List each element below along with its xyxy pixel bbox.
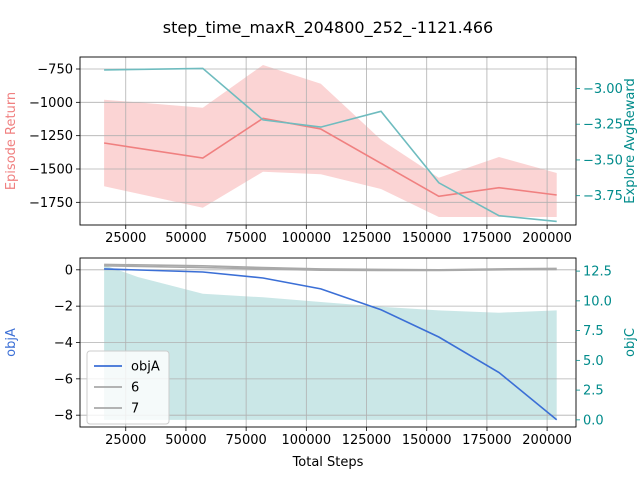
y-tick-label: −1000: [29, 96, 73, 111]
legend-label: 6: [131, 381, 139, 396]
y2-tick-label: 0.0: [583, 413, 604, 428]
y-axis-label: Episode Return: [4, 92, 19, 190]
y2-tick-label: 10.0: [583, 294, 612, 309]
y2-tick-label: −3.00: [583, 82, 623, 97]
x-tick-label: 200000: [522, 231, 572, 246]
y-tick-label: 0: [65, 263, 73, 278]
legend: objA 6 7: [86, 350, 170, 425]
y-axis-label: objA: [4, 328, 19, 357]
legend-label: 7: [131, 402, 139, 417]
series-7-line: [104, 265, 557, 272]
plot-frame: [79, 56, 577, 226]
y2-tick-label: −3.50: [583, 153, 623, 168]
x-tick-label: 25000: [105, 433, 146, 448]
x-tick-label: 75000: [225, 433, 266, 448]
y2-tick-label: 5.0: [583, 354, 604, 369]
y-tick-label: −6: [54, 372, 73, 387]
figure-title: step_time_maxR_204800_252_-1121.466: [163, 18, 493, 38]
y-tick-label: −1750: [29, 196, 73, 211]
legend-box: [86, 350, 170, 425]
series-obja-line: [104, 268, 558, 421]
legend-label: objA: [131, 360, 160, 375]
y2-tick-label: 7.5: [583, 324, 604, 339]
y-tick-label: −1500: [29, 163, 73, 178]
top-panel: 25000 50000 75000 100000 125000 150000 175000 2…: [4, 56, 638, 246]
episode-return-band: [104, 65, 557, 217]
x-tick-label: 75000: [225, 231, 266, 246]
y2-tick-label: −3.25: [583, 118, 623, 133]
x-tick-label: 150000: [402, 231, 452, 246]
y2-axis-label: Explore AvgReward: [623, 78, 638, 203]
x-tick-label: 100000: [282, 433, 332, 448]
y-tick-label: −2: [54, 300, 73, 315]
x-tick-label: 125000: [342, 231, 392, 246]
x-tick-label: 175000: [462, 433, 512, 448]
y-tick-label: −8: [54, 409, 73, 424]
x-tick-label: 100000: [282, 231, 332, 246]
x-tick-label: 175000: [462, 231, 512, 246]
y2-tick-label: −3.75: [583, 189, 623, 204]
episode-return-line: [103, 117, 557, 198]
series-6-line: [104, 263, 557, 271]
explore-avgreward-line: [104, 67, 557, 223]
x-tick-label: 50000: [165, 231, 206, 246]
x-tick-label: 50000: [165, 433, 206, 448]
x-tick-label: 150000: [402, 433, 452, 448]
y2-tick-label: 12.5: [583, 265, 612, 280]
y-tick-label: −4: [54, 336, 73, 351]
x-axis-label: Total Steps: [292, 455, 364, 470]
y-tick-label: −750: [37, 63, 73, 78]
y2-axis-label: objC: [623, 328, 638, 357]
y2-tick-label: 2.5: [583, 384, 604, 399]
x-tick-label: 200000: [522, 433, 572, 448]
x-tick-label: 25000: [105, 231, 146, 246]
bottom-panel: 25000 50000 75000 100000 125000 150000 175000 2…: [4, 257, 638, 470]
y-tick-label: −1250: [29, 129, 73, 144]
x-tick-label: 125000: [342, 433, 392, 448]
